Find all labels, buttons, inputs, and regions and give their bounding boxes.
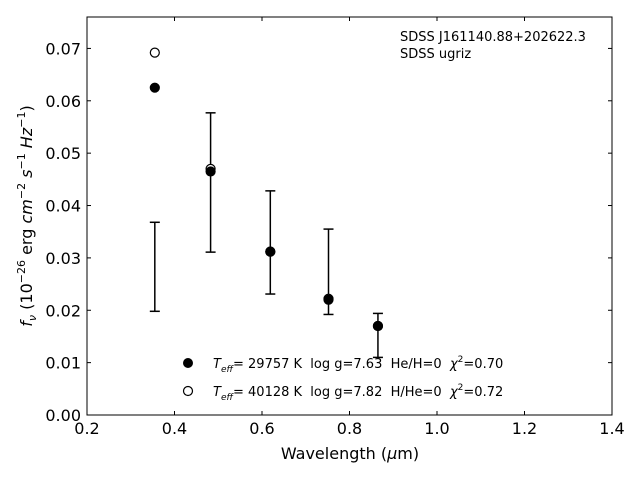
x-tick-label: 1.0: [424, 419, 449, 438]
error-bar: [372, 312, 383, 359]
model-point-filled: [149, 82, 160, 93]
y-tick-label: 0.04: [45, 197, 81, 216]
y-tick-label: 0.03: [45, 249, 81, 268]
model-points: [149, 47, 384, 332]
model-point-filled: [265, 246, 276, 257]
model-point-open: [149, 47, 160, 58]
y-tick-label: 0.05: [45, 144, 81, 163]
y-tick-label: 0.06: [45, 92, 81, 111]
y-axis-label: fν (10−26 erg cm−2 s−1 Hz−1): [15, 105, 39, 326]
legend-entry-2: Teff= 40128 K log g=7.82 H/He=0 χ2=0.72: [213, 383, 503, 403]
error-bars: [149, 112, 383, 359]
y-axis-ticks: 0.00 0.01 0.02 0.03 0.04 0.05 0.06 0.07: [45, 39, 612, 425]
plot-frame: [86, 16, 613, 416]
x-tick-label: 0.4: [162, 419, 187, 438]
model-point-filled: [205, 166, 216, 177]
legend-entry-1: Teff= 29757 K log g=7.63 He/H=0 χ2=0.70: [213, 355, 503, 375]
annotation-object: SDSS J161140.88+202622.3: [400, 30, 586, 45]
x-tick-label: 0.6: [249, 419, 274, 438]
x-axis-ticks: 0.2 0.4 0.6 0.8 1.0 1.2 1.4: [74, 17, 625, 438]
x-tick-label: 1.4: [599, 419, 624, 438]
annotation-filters: SDSS ugriz: [400, 47, 471, 62]
y-tick-label: 0.00: [45, 406, 81, 425]
error-bar: [149, 221, 160, 313]
error-bar: [205, 112, 216, 253]
error-bar: [265, 190, 276, 295]
x-tick-label: 0.2: [74, 419, 99, 438]
legend-marker-open: [182, 385, 194, 397]
plot-border: [86, 16, 613, 416]
model-point-filled: [323, 294, 334, 305]
legend-marker-filled: [183, 358, 193, 368]
x-axis-label: Wavelength (μm): [281, 444, 419, 463]
y-tick-label: 0.07: [45, 39, 81, 58]
y-tick-label: 0.01: [45, 354, 81, 373]
annotation: SDSS J161140.88+202622.3 SDSS ugriz: [400, 30, 586, 62]
x-tick-label: 1.2: [512, 419, 537, 438]
legend: Teff= 29757 K log g=7.63 He/H=0 χ2=0.70 …: [182, 355, 503, 403]
model-point-filled: [372, 320, 384, 332]
x-tick-label: 0.8: [337, 419, 362, 438]
y-tick-label: 0.02: [45, 301, 81, 320]
